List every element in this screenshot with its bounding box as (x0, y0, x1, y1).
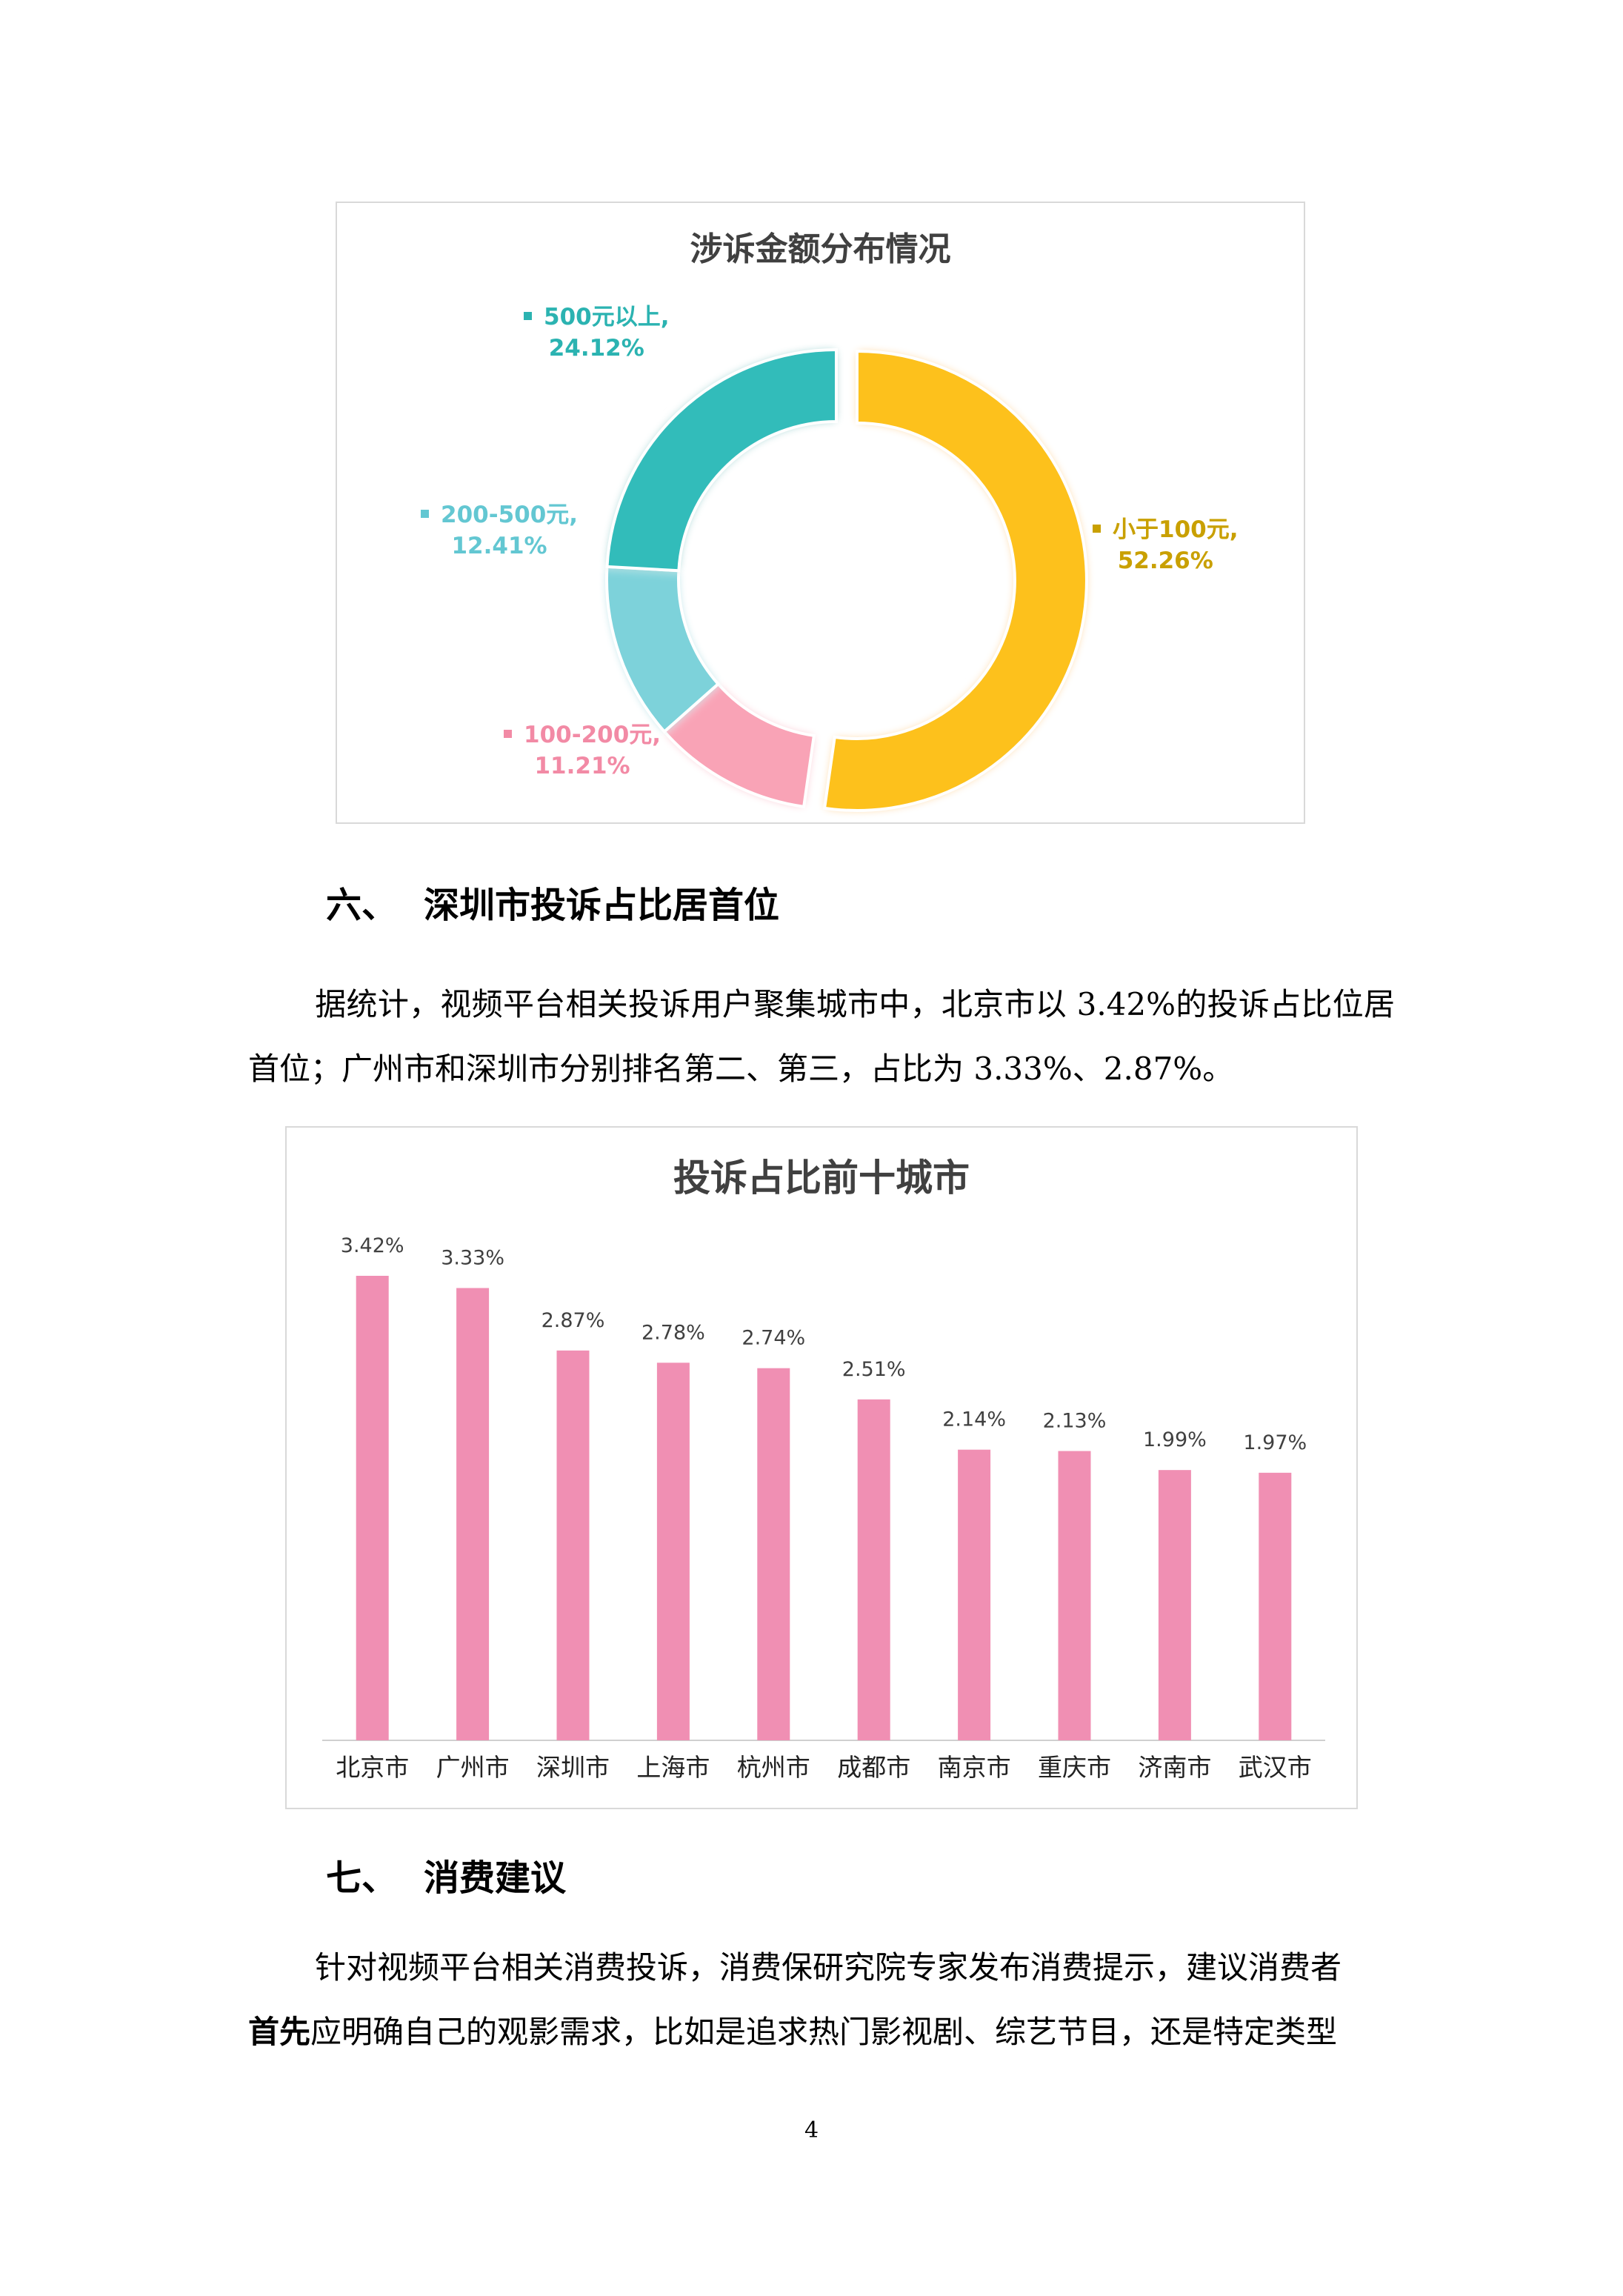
bar-category-label-2: 深圳市 (536, 1753, 610, 1782)
bar-data-label-7: 2.13% (1043, 1410, 1107, 1433)
donut-chart: 涉诉金额分布情况 小于100元, 52.26% 100-200元, 11.21%… (336, 202, 1305, 824)
donut-chart-svg (605, 347, 1088, 812)
bar-data-label-9: 1.97% (1243, 1431, 1307, 1454)
donut-label-over-500: 500元以上, 24.12% (524, 302, 670, 364)
section-7-heading: 七、 消费建议 (326, 1849, 566, 1900)
section-7-bold-first: 首先 (248, 2014, 311, 2050)
bar-category-label-6: 南京市 (938, 1753, 1011, 1782)
bar-8 (1158, 1470, 1191, 1740)
bar-data-label-1: 3.33% (441, 1247, 504, 1270)
donut-label-100-200: 100-200元, 11.21% (504, 719, 661, 782)
bar-data-label-3: 2.78% (641, 1321, 705, 1344)
bar-1 (456, 1288, 490, 1740)
bar-4 (757, 1368, 790, 1740)
bar-0 (356, 1276, 389, 1740)
section-7-line-2: 应明确自己的观影需求，比如是追求热门影视剧、综艺节目，还是特定类型 (310, 2014, 1338, 2050)
donut-slice-0 (822, 349, 1088, 812)
section-6-paragraph-text: 据统计，视频平台相关投诉用户聚集城市中，北京市以 3.42%的投诉占比位居首位；… (248, 986, 1395, 1087)
bar-category-label-9: 武汉市 (1239, 1753, 1312, 1782)
donut-slice-3 (605, 347, 838, 573)
bar-data-label-4: 2.74% (741, 1327, 805, 1350)
donut-label-under-100: 小于100元, 52.26% (1093, 514, 1239, 576)
bar-category-label-0: 北京市 (336, 1753, 409, 1782)
bar-data-label-8: 1.99% (1143, 1428, 1207, 1451)
bar-category-label-3: 上海市 (636, 1753, 710, 1782)
bar-category-label-5: 成都市 (837, 1753, 910, 1782)
section-6-paragraph: 据统计，视频平台相关投诉用户聚集城市中，北京市以 3.42%的投诉占比位居首位；… (248, 972, 1395, 1101)
bar-data-label-0: 3.42% (341, 1234, 404, 1257)
section-7-title: 消费建议 (424, 1857, 567, 1899)
bar-category-label-8: 济南市 (1138, 1753, 1211, 1782)
donut-label-200-500: 200-500元, 12.41% (421, 499, 578, 562)
section-7-paragraph: 针对视频平台相关消费投诉，消费保研究院专家发布消费提示，建议消费者 首先应明确自己… (248, 1935, 1395, 2064)
bar-data-label-2: 2.87% (541, 1309, 605, 1332)
bar-data-label-5: 2.51% (842, 1358, 906, 1381)
bar-5 (857, 1399, 890, 1740)
section-7-line-1: 针对视频平台相关消费投诉，消费保研究院专家发布消费提示，建议消费者 (315, 1949, 1342, 1986)
bar-category-label-7: 重庆市 (1038, 1753, 1111, 1782)
section-6-title: 深圳市投诉占比居首位 (424, 885, 780, 926)
bar-category-label-4: 杭州市 (737, 1753, 810, 1782)
page-number: 4 (804, 2117, 819, 2143)
bar-6 (958, 1449, 991, 1740)
bar-2 (556, 1350, 590, 1740)
section-7-number: 七、 (326, 1857, 398, 1899)
bar-chart: 投诉占比前十城市 3.42% 北京市 3.33% 广州市 2.87% 深圳市 2.78% 上海… (285, 1126, 1358, 1809)
bar-9 (1259, 1472, 1292, 1740)
bar-7 (1058, 1451, 1091, 1740)
section-6-heading: 六、 深圳市投诉占比居首位 (326, 876, 779, 928)
section-6-number: 六、 (326, 885, 398, 926)
bar-data-label-6: 2.14% (942, 1408, 1006, 1431)
bar-chart-svg: 3.42% 北京市 3.33% 广州市 2.87% 深圳市 2.78% 上海市 2.74% 杭州市… (322, 1234, 1325, 1782)
donut-chart-title: 涉诉金额分布情况 (690, 230, 951, 268)
bar-category-label-1: 广州市 (436, 1753, 510, 1782)
bar-chart-title: 投诉占比前十城市 (673, 1157, 970, 1199)
bar-3 (656, 1362, 690, 1740)
